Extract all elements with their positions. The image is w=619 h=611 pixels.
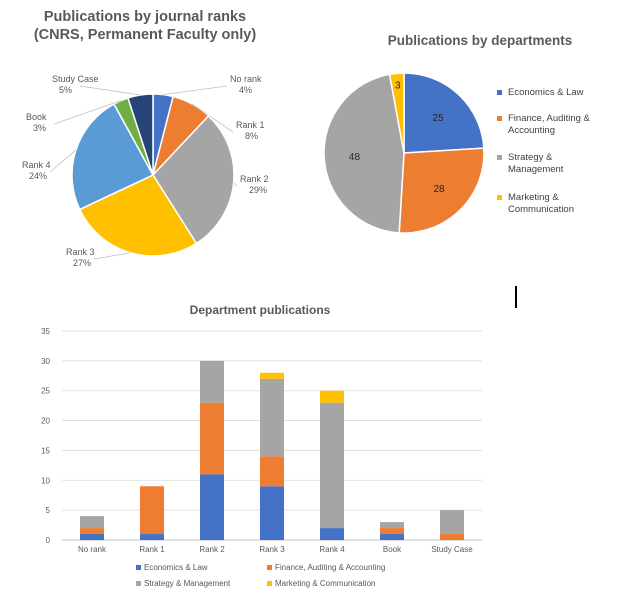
bar-study-case-finance-auditing-accounting [440,534,464,540]
legend-label-marketing-communication-0: Marketing & [508,192,559,203]
chart-title-journal-ranks: Publications by journal ranks (CNRS, Per… [20,8,270,44]
legend-swatch-economics-law [497,90,502,95]
legend-swatch-strategy-management [497,155,502,160]
slice-label-rank-3: Rank 3 [66,247,95,257]
bar-no-rank-strategy-management [80,516,104,529]
slice-percent-no-rank: 4% [239,85,252,95]
bar-rank-4-marketing-communication [320,390,344,403]
bar-rank-2-strategy-management [200,360,224,403]
bar-legend-swatch-finance-auditing-accounting [267,565,272,570]
legend-label-marketing-communication-1: Communication [508,204,574,215]
bar-rank-4-economics-law [320,528,344,540]
slice-label-rank-1: Rank 1 [236,120,265,130]
pie-slice-strategy-management [323,73,405,234]
slice-percent-study-case: 5% [59,85,72,95]
chart-title-line-2: (CNRS, Permanent Faculty only) [33,27,257,43]
x-tick-label-rank-1: Rank 1 [139,545,165,554]
y-tick-label-15: 15 [41,446,50,455]
leader-line-book [53,100,121,125]
legend-label-strategy-management-1: Management [508,164,564,175]
slice-label-no-rank: No rank [230,74,262,84]
pie-slice-study-case [127,93,154,176]
bar-rank-3-marketing-communication [260,372,284,379]
legend-label-finance-auditing-accounting-1: Accounting [508,125,555,136]
pie-slice-finance-auditing-accounting [398,147,485,234]
bar-rank-4-strategy-management [320,402,344,529]
x-tick-label-rank-3: Rank 3 [259,545,285,554]
bar-rank-3-strategy-management [260,378,284,457]
bar-legend-label-economics-law: Economics & Law [144,563,208,572]
pie-slice-rank-3 [78,174,198,257]
slice-percent-rank-1: 8% [245,131,258,141]
bar-study-case-strategy-management [440,510,464,535]
bar-legend-swatch-strategy-management [136,581,141,586]
stacked-bar-chart: 0 5 10 15 20 25 30 35 No rank Rank 1 Rank 2 Rank 3 R… [41,327,482,588]
bar-no-rank-finance-auditing-accounting [80,528,104,535]
bar-legend-label-marketing-communication: Marketing & Communication [275,579,375,588]
slice-percent-rank-4: 24% [29,171,47,181]
bar-rank-2-economics-law [200,474,224,540]
legend-label-economics-law-0: Economics & Law [508,87,584,98]
pie-slice-marketing-communication [388,72,405,154]
y-tick-label-5: 5 [46,506,51,515]
slice-value-economics-law: 25 [432,113,444,124]
slice-value-marketing-communication: 3 [395,80,401,91]
bar-book-strategy-management [380,522,404,529]
pie-slice-rank-4 [71,102,155,211]
chart-title-departments: Publications by departments [387,33,573,48]
slice-label-study-case: Study Case [52,74,99,84]
y-tick-label-0: 0 [46,536,51,545]
y-tick-label-30: 30 [41,357,50,366]
bar-rank-3-finance-auditing-accounting [260,456,284,487]
slice-label-rank-2: Rank 2 [240,174,269,184]
pie-chart-departments: 25 28 48 3 Economics & Law Finance, Auditing … [323,72,591,234]
slice-value-strategy-management: 48 [349,152,361,163]
leader-line-rank-2 [233,182,238,187]
bar-legend-label-finance-auditing-accounting: Finance, Auditing & Accounting [275,563,385,572]
y-tick-label-10: 10 [41,476,50,485]
leader-line-rank-4 [49,149,77,173]
slice-percent-book: 3% [33,123,46,133]
x-tick-label-rank-2: Rank 2 [199,545,225,554]
x-tick-label-study-case: Study Case [431,545,473,554]
chart-title-department-publications: Department publications [189,303,331,317]
chart-title-line-1: Publications by journal ranks [43,9,247,25]
bar-legend-swatch-marketing-communication [267,581,272,586]
legend-label-strategy-management-0: Strategy & [508,152,553,163]
slice-label-book: Book [26,112,47,122]
slice-value-finance-auditing-accounting: 28 [434,184,446,195]
bar-rank-2-finance-auditing-accounting [200,402,224,475]
leader-line-study-case [79,85,141,96]
pie-slice-economics-law [403,72,485,154]
bar-book-economics-law [380,534,404,540]
legend-swatch-marketing-communication [497,195,502,200]
slice-percent-rank-2: 29% [249,185,267,195]
leader-line-rank-3 [93,252,131,260]
legend-swatch-finance-auditing-accounting [497,116,502,121]
leader-line-rank-1 [191,103,234,133]
bar-rank-1-finance-auditing-accounting [140,486,164,535]
y-tick-label-20: 20 [41,417,50,426]
legend-label-finance-auditing-accounting-0: Finance, Auditing & [508,113,591,124]
bar-rank-3-economics-law [260,486,284,540]
y-tick-label-35: 35 [41,327,50,336]
leader-line-no-rank [163,85,228,96]
y-tick-label-25: 25 [41,387,50,396]
bar-rank-1-economics-law [140,534,164,540]
bar-legend-swatch-economics-law [136,565,141,570]
x-tick-label-rank-4: Rank 4 [319,545,345,554]
bar-legend-label-strategy-management: Strategy & Management [144,579,231,588]
bar-no-rank-economics-law [80,534,104,540]
x-tick-label-no-rank: No rank [78,545,107,554]
x-tick-label-book: Book [383,545,402,554]
slice-percent-rank-3: 27% [73,258,91,268]
slice-label-rank-4: Rank 4 [22,160,51,170]
text-cursor [515,286,517,308]
bar-book-finance-auditing-accounting [380,528,404,535]
